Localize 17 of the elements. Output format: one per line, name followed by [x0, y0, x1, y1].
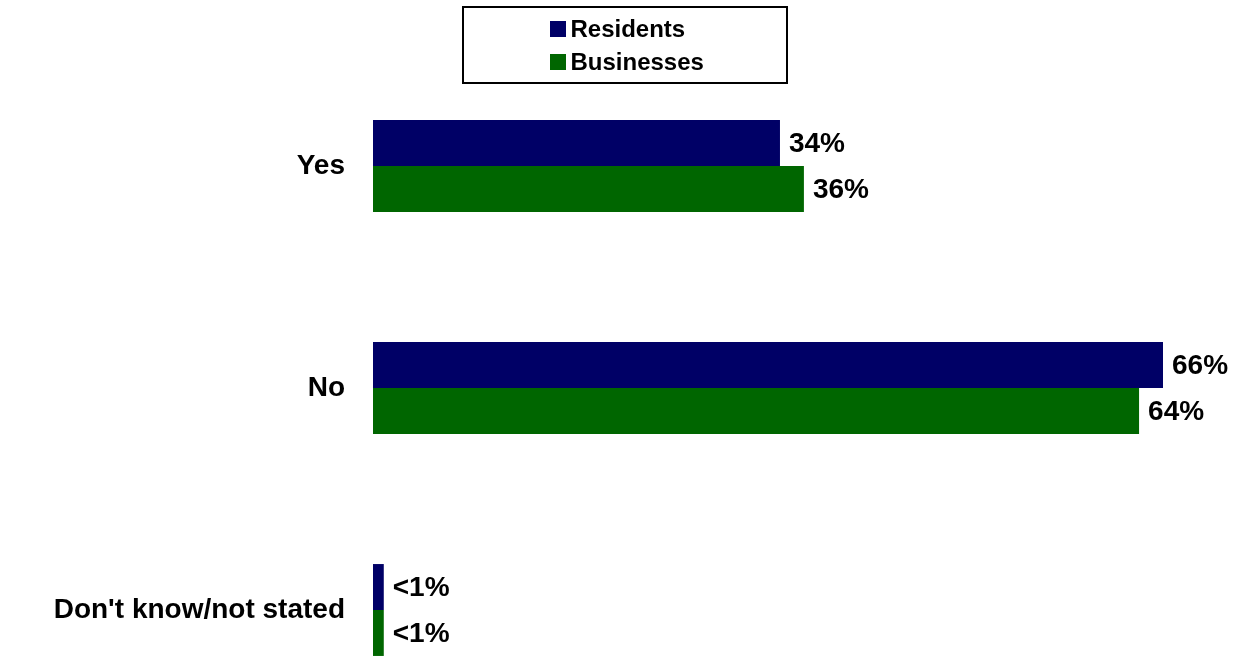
data-label: 66%	[1172, 348, 1229, 380]
data-label: 36%	[812, 172, 870, 204]
legend-label: Businesses	[570, 47, 704, 76]
data-label: 64%	[1148, 394, 1205, 426]
legend-label: Residents	[570, 14, 686, 43]
bar	[373, 342, 1163, 388]
bar	[373, 120, 780, 166]
bar	[373, 388, 1140, 434]
bar	[373, 166, 804, 212]
bar	[373, 564, 384, 610]
y-tick-label: Don't know/not stated	[53, 592, 345, 624]
data-label: <1%	[392, 570, 450, 602]
bar	[373, 610, 384, 656]
data-label: 34%	[788, 126, 846, 158]
y-tick-label: No	[307, 370, 345, 402]
y-tick-label: Yes	[296, 148, 345, 180]
data-label: <1%	[392, 616, 450, 648]
